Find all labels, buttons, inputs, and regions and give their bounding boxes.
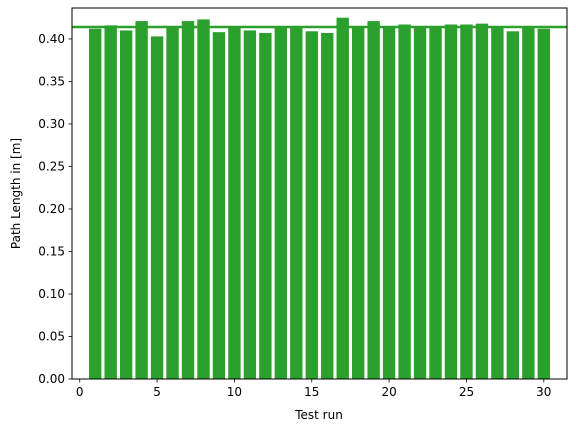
bar-run-5	[150, 36, 164, 379]
bar-run-27	[491, 27, 504, 379]
bar-run-13	[274, 26, 288, 379]
bar-run-17	[336, 17, 349, 379]
x-axis-label: Test run	[294, 408, 343, 422]
bar-run-25	[460, 24, 473, 380]
y-tick-label: 0.00	[38, 372, 65, 386]
bar-run-28	[506, 31, 520, 379]
bar-run-12	[259, 32, 272, 380]
bar-run-16	[321, 32, 334, 380]
x-tick-label: 10	[227, 385, 242, 399]
bar-run-22	[413, 27, 427, 379]
bar-run-6	[166, 27, 179, 379]
x-tick-label: 0	[76, 385, 84, 399]
bar-run-10	[228, 27, 241, 379]
bar-run-19	[367, 21, 380, 380]
y-tick-label: 0.20	[38, 202, 65, 216]
bar-run-7	[181, 21, 195, 380]
bar-run-30	[537, 28, 550, 380]
bar-run-11	[243, 30, 257, 379]
bar-run-26	[475, 23, 489, 379]
bar-series	[89, 17, 550, 380]
bar-run-29	[522, 27, 535, 379]
bar-run-9	[212, 32, 226, 379]
bar-run-14	[290, 27, 303, 379]
bar-run-8	[197, 19, 210, 379]
x-tick-label: 25	[459, 385, 474, 399]
y-tick-label: 0.10	[38, 287, 65, 301]
y-tick-label: 0.15	[38, 244, 65, 258]
y-axis-ticks: 0.00 0.05 0.10 0.15 0.20 0.25 0.30 0.35 0.40	[38, 32, 72, 386]
plot-frame	[71, 7, 568, 380]
bar-run-20	[382, 27, 396, 379]
x-tick-label: 20	[381, 385, 396, 399]
y-tick-label: 0.35	[38, 74, 65, 88]
bar-run-2	[104, 25, 117, 380]
bar-run-21	[398, 24, 411, 380]
y-tick-label: 0.05	[38, 329, 65, 343]
y-tick-label: 0.25	[38, 159, 65, 173]
x-tick-label: 30	[536, 385, 551, 399]
bar-run-23	[429, 27, 442, 379]
bar-run-15	[305, 31, 318, 379]
x-axis-ticks: 0 5 10 15 20 25 30	[76, 379, 551, 399]
x-tick-label: 5	[153, 385, 161, 399]
bar-run-18	[351, 27, 365, 379]
bar-run-4	[135, 21, 148, 380]
y-tick-label: 0.40	[38, 32, 65, 46]
y-tick-label: 0.30	[38, 117, 65, 131]
y-axis-label: Path Length in [m]	[9, 138, 23, 249]
bar-run-1	[89, 28, 102, 380]
x-tick-label: 15	[304, 385, 319, 399]
bar-run-3	[119, 30, 133, 379]
bar-run-24	[444, 24, 458, 380]
